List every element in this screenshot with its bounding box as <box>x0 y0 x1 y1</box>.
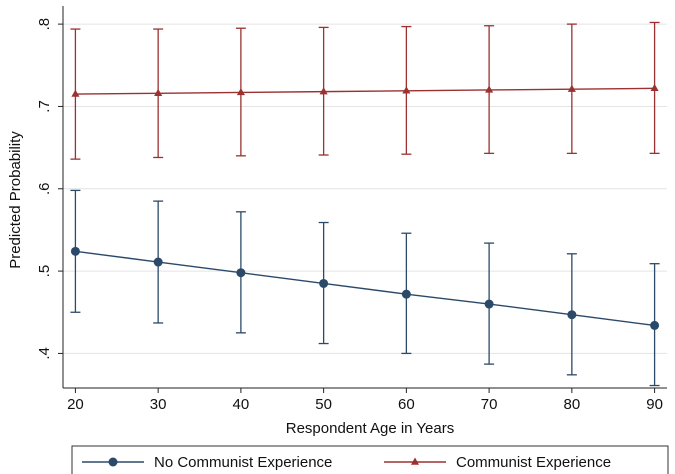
series-1 <box>70 189 660 387</box>
data-point <box>319 87 328 95</box>
data-point <box>401 289 411 299</box>
data-point <box>567 84 576 92</box>
series <box>70 21 660 387</box>
legend-marker <box>410 457 420 465</box>
y-tick-label: .5 <box>36 265 53 278</box>
y-tick-label: .8 <box>36 18 53 31</box>
data-point <box>650 83 659 92</box>
x-tick-label: 30 <box>150 396 167 413</box>
series-line <box>75 250 655 327</box>
data-point <box>485 85 494 93</box>
ticks: .4 .5 .6 .7 .8 20 30 40 50 60 70 80 90 <box>36 18 663 413</box>
data-point <box>71 89 80 97</box>
data-point <box>402 86 411 94</box>
x-tick-label: 70 <box>481 396 498 413</box>
data-point <box>70 246 80 256</box>
x-tick-label: 80 <box>564 396 581 413</box>
y-tick-label: .6 <box>36 183 53 196</box>
legend-label: Communist Experience <box>456 454 611 471</box>
data-point <box>153 257 163 267</box>
legend-label: No Communist Experience <box>154 454 332 471</box>
data-point <box>567 310 577 320</box>
x-tick-label: 50 <box>315 396 332 413</box>
y-tick-label: .4 <box>36 347 53 360</box>
data-point <box>236 87 245 96</box>
data-point <box>236 268 246 278</box>
y-tick-label: .7 <box>36 100 53 113</box>
data-point <box>650 320 660 330</box>
x-tick-label: 60 <box>398 396 415 413</box>
x-tick-label: 40 <box>233 396 250 413</box>
y-axis-title: Predicted Probability <box>7 131 24 269</box>
x-tick-label: 90 <box>646 396 663 413</box>
series-2 <box>70 21 660 160</box>
axes <box>62 6 667 389</box>
data-point <box>484 299 494 309</box>
data-point <box>319 278 329 288</box>
x-tick-label: 20 <box>67 396 84 413</box>
x-axis-title: Respondent Age in Years <box>286 420 454 437</box>
gridlines <box>63 23 667 354</box>
legend: No Communist Experience Communist Experie… <box>71 445 669 474</box>
legend-marker <box>108 457 118 467</box>
legend-box <box>71 445 669 474</box>
data-point <box>154 88 163 96</box>
series-line <box>75 87 655 95</box>
